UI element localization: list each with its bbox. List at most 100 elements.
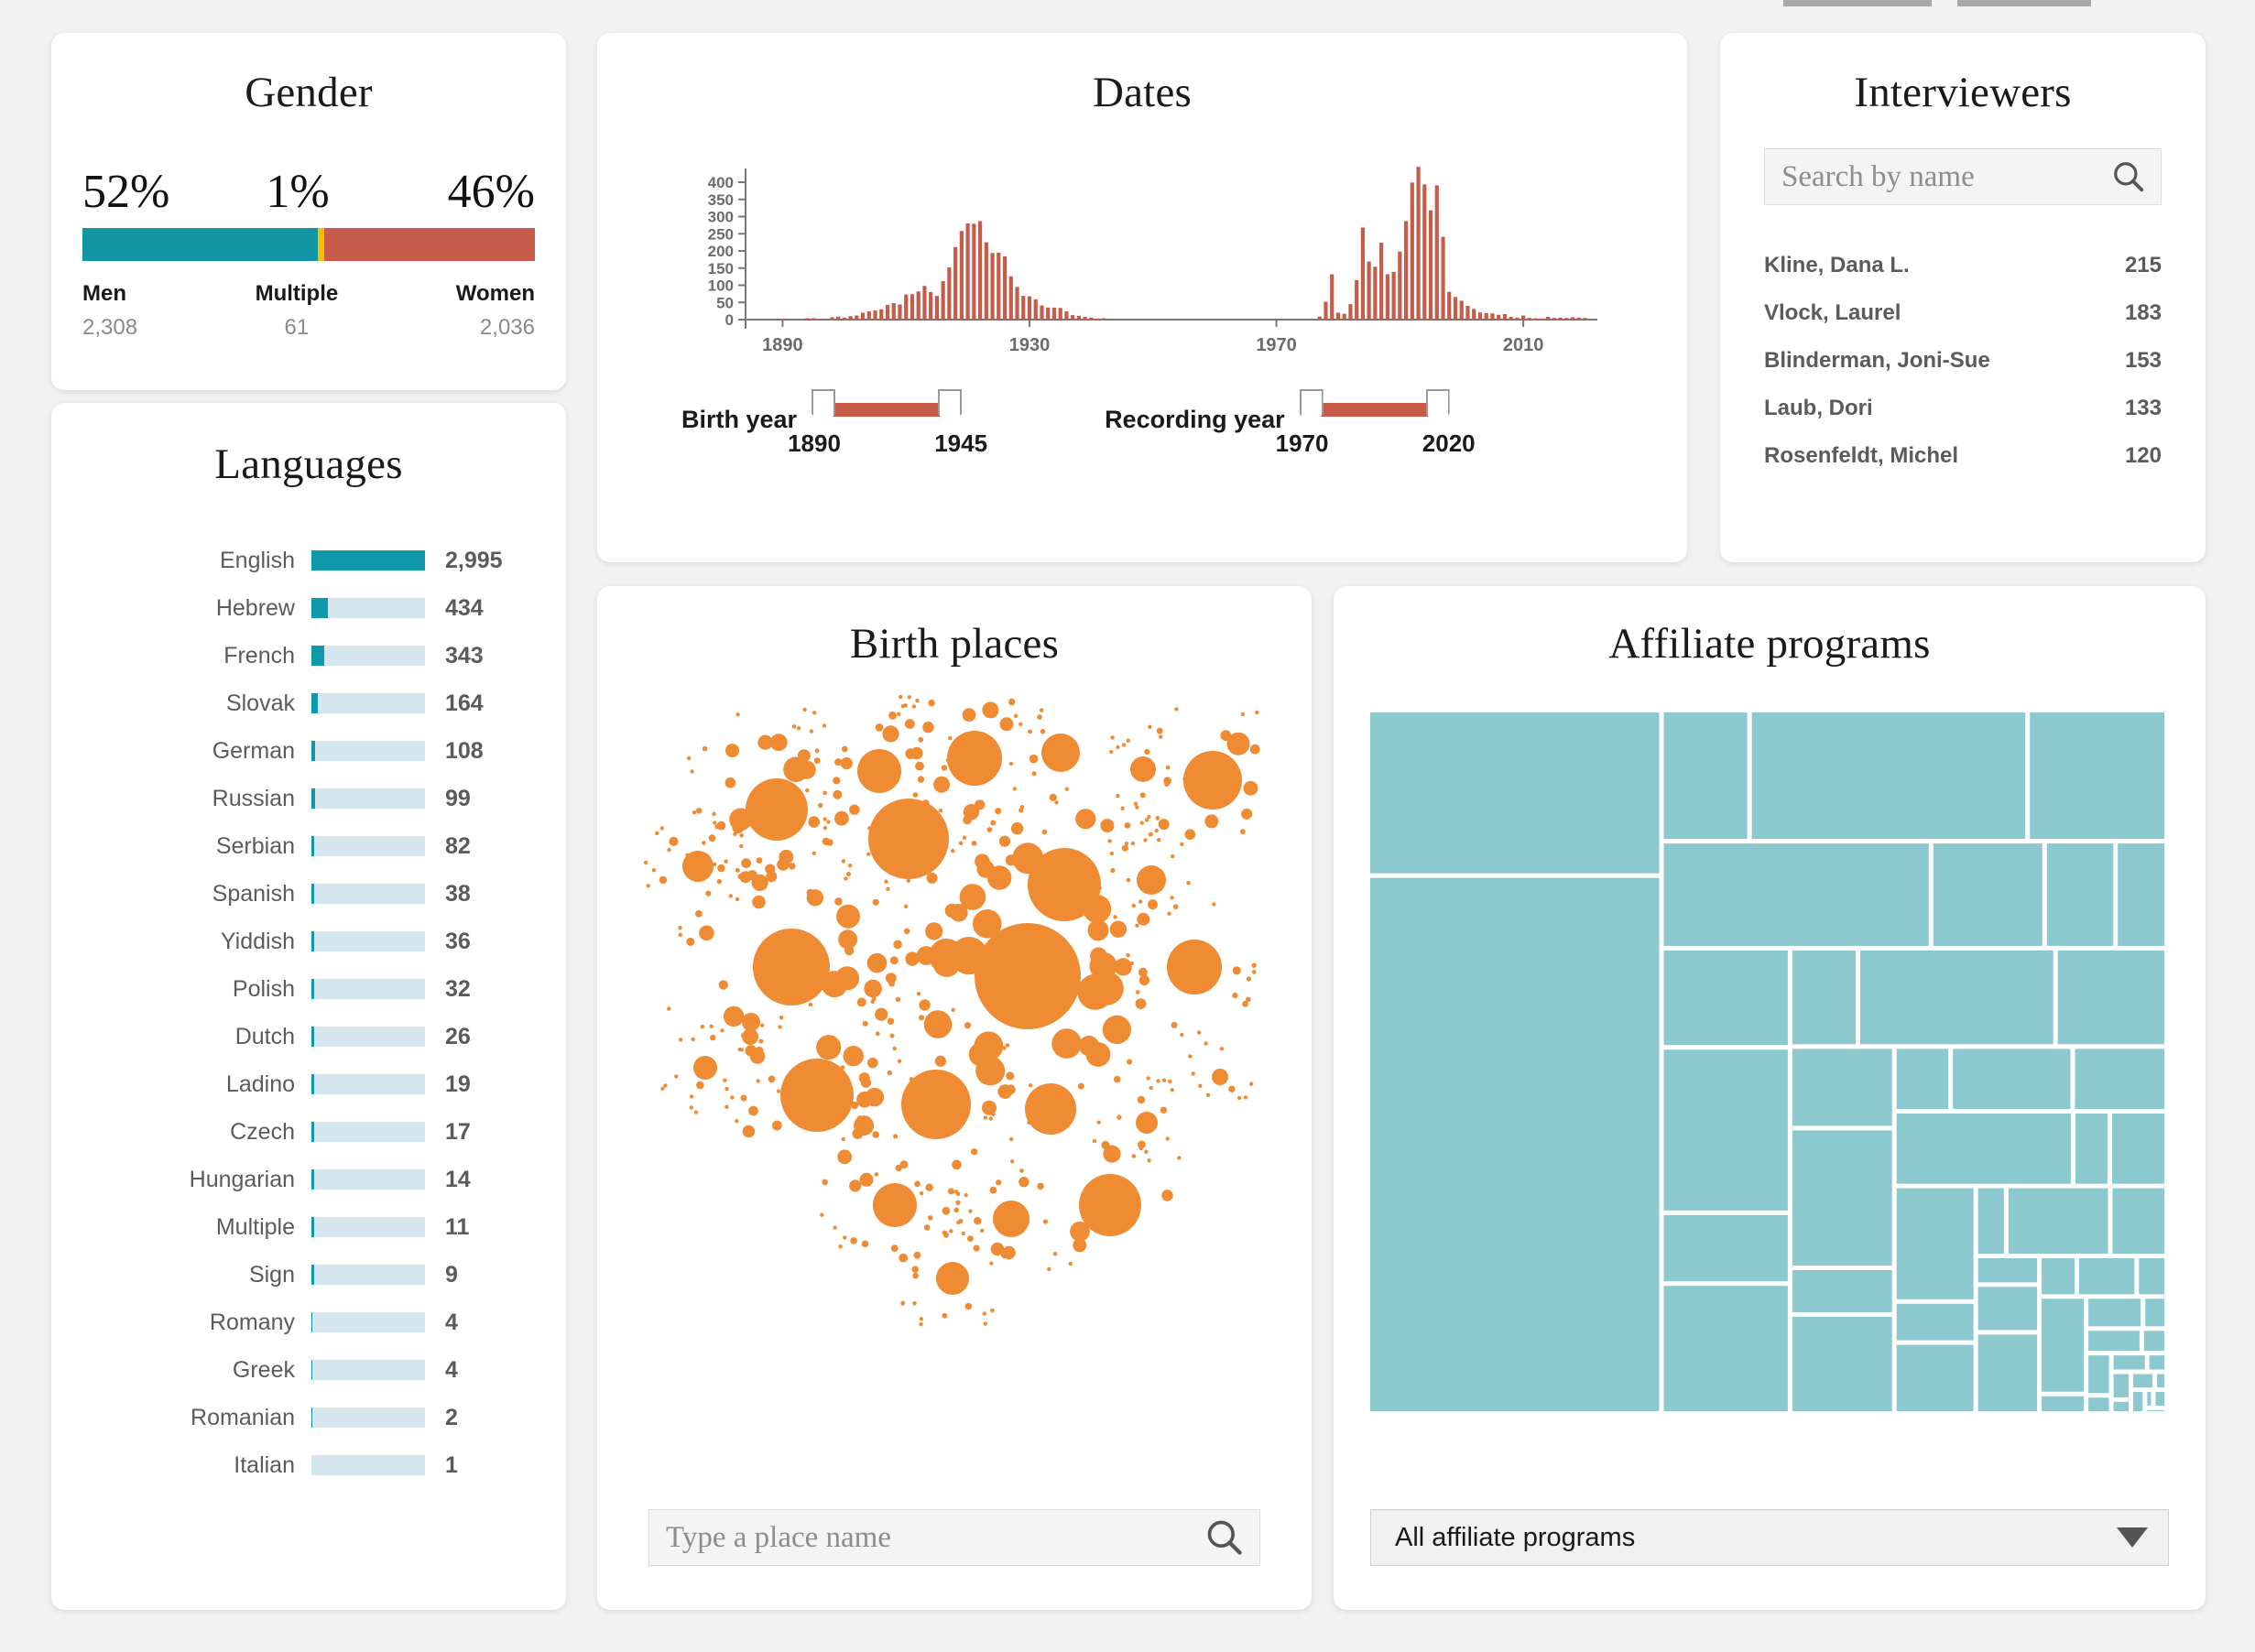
birth-place-bubble[interactable] [1019,722,1023,726]
birth-place-bubble[interactable] [1034,849,1040,855]
birth-place-bubble[interactable] [1204,1041,1208,1046]
birth-place-bubble[interactable] [1131,1154,1137,1158]
affiliate-treemap-tile[interactable] [2057,950,2164,1045]
birth-place-bubble[interactable] [844,1149,848,1155]
birth-place-bubble[interactable] [891,737,896,742]
affiliate-treemap-tile[interactable] [2046,843,2114,946]
birth-place-bubble[interactable] [1188,1054,1193,1059]
birth-place-bubble[interactable] [1135,805,1139,810]
birth-place-bubble[interactable] [1120,806,1125,810]
birth-place-bubble[interactable] [1163,777,1171,785]
birth-place-bubble[interactable] [907,695,911,700]
birth-place-bubble[interactable] [859,1172,874,1187]
affiliate-treemap-tile[interactable] [1896,1114,2071,1184]
language-row[interactable]: Greek 4 [51,1346,566,1394]
birth-place-bubble[interactable] [846,872,851,876]
birth-place-bubble[interactable] [833,789,843,799]
language-row[interactable]: Russian 99 [51,775,566,822]
birth-place-bubble[interactable] [742,1013,760,1031]
birth-place-bubble[interactable] [1171,853,1175,859]
birth-place-bubble[interactable] [713,862,717,866]
birth-place-bubble[interactable] [1006,1071,1015,1081]
language-row[interactable]: French 343 [51,632,566,679]
affiliate-treemap-tile[interactable] [2088,1397,2109,1411]
birth-place-bubble[interactable] [735,1119,739,1124]
affiliate-treemap-tile[interactable] [1792,1270,1892,1312]
birth-place-bubble[interactable] [1083,895,1112,924]
affiliate-treemap-tile[interactable] [2144,1331,2164,1352]
birth-place-bubble[interactable] [1121,743,1127,747]
birth-place-bubble[interactable] [760,1023,765,1027]
birth-place-bubble[interactable] [886,886,890,891]
birth-place-bubble[interactable] [1010,1159,1015,1164]
birth-place-bubble[interactable] [912,1301,917,1306]
birth-place-bubble[interactable] [1167,940,1222,994]
affiliate-treemap-tile[interactable] [1977,1287,2038,1331]
birth-place-bubble[interactable] [918,1015,925,1021]
birth-place-bubble[interactable] [899,1253,909,1263]
birth-place-bubble[interactable] [737,1047,742,1052]
birth-place-bubble[interactable] [699,925,714,941]
birth-place-bubble[interactable] [1172,904,1179,909]
birth-place-bubble[interactable] [728,894,733,898]
birth-place-bubble[interactable] [887,1017,895,1025]
birth-place-bubble[interactable] [990,820,997,826]
birth-place-bubble[interactable] [1161,1078,1167,1082]
birth-place-bubble[interactable] [702,841,706,845]
affiliate-treemap-tile[interactable] [1663,712,1748,840]
birth-place-bubble[interactable] [822,825,828,831]
affiliate-treemap-tile[interactable] [1663,1049,1788,1211]
birth-place-bubble[interactable] [900,1301,905,1306]
birth-place-bubble[interactable] [718,980,728,990]
birth-place-bubble[interactable] [858,1072,870,1084]
affiliate-treemap-tile[interactable] [2112,1188,2164,1254]
birth-place-bubble[interactable] [834,810,849,826]
birth-place-bubble[interactable] [975,923,1081,1029]
birth-place-bubble[interactable] [942,1206,951,1215]
birth-place-bubble[interactable] [866,852,871,856]
birth-place-bubble[interactable] [1143,838,1148,842]
birth-place-bubble[interactable] [892,1046,897,1051]
birth-place-bubble[interactable] [1052,1252,1058,1256]
birth-place-bubble[interactable] [686,937,695,946]
birth-place-bubble[interactable] [875,1031,880,1037]
birth-place-bubble[interactable] [905,748,917,759]
birth-place-bubble[interactable] [720,1028,724,1033]
birth-place-bubble[interactable] [717,864,725,873]
birth-place-bubble[interactable] [713,821,717,825]
recording-year-handle-max[interactable] [1425,389,1450,429]
birth-place-bubble[interactable] [1198,1083,1203,1088]
birth-place-bubble[interactable] [695,910,703,918]
birth-place-bubble[interactable] [899,1160,909,1168]
birth-place-bubble[interactable] [1103,1145,1121,1163]
birth-place-bubble[interactable] [724,1104,729,1109]
language-row[interactable]: Ladino 19 [51,1060,566,1108]
birth-place-bubble[interactable] [678,926,682,930]
birth-place-bubble[interactable] [708,834,716,842]
birth-place-bubble[interactable] [1237,1095,1242,1101]
birth-place-bubble[interactable] [776,1089,781,1093]
interviewer-search-input[interactable]: Search by name [1781,159,1975,193]
birth-place-bubble[interactable] [1008,698,1016,706]
birth-place-bubble[interactable] [1013,713,1019,718]
birth-place-bubble[interactable] [696,1081,704,1090]
affiliate-treemap-tile[interactable] [2139,1258,2164,1295]
birth-place-bubble[interactable] [1101,1140,1110,1150]
birth-place-bubble[interactable] [689,1105,693,1110]
birth-place-bubble[interactable] [1077,973,1114,1010]
birth-place-bubble[interactable] [1177,1156,1182,1160]
birth-place-bubble[interactable] [911,704,917,709]
birth-place-bubble[interactable] [1089,951,1117,980]
birth-place-bubble[interactable] [941,765,948,771]
birth-place-bubble[interactable] [678,932,682,937]
birth-place-bubble[interactable] [884,879,888,884]
birth-place-bubble[interactable] [849,804,860,815]
birth-place-bubble[interactable] [740,1094,747,1102]
birth-place-bubble[interactable] [1144,748,1150,755]
birth-place-bubble[interactable] [796,726,801,731]
birth-place-bubble[interactable] [947,731,1002,786]
birth-place-bubble[interactable] [1029,754,1039,764]
birth-place-cluster[interactable] [1097,832,1191,928]
language-row[interactable]: Yiddish 36 [51,918,566,965]
birth-place-bubble[interactable] [757,734,773,750]
